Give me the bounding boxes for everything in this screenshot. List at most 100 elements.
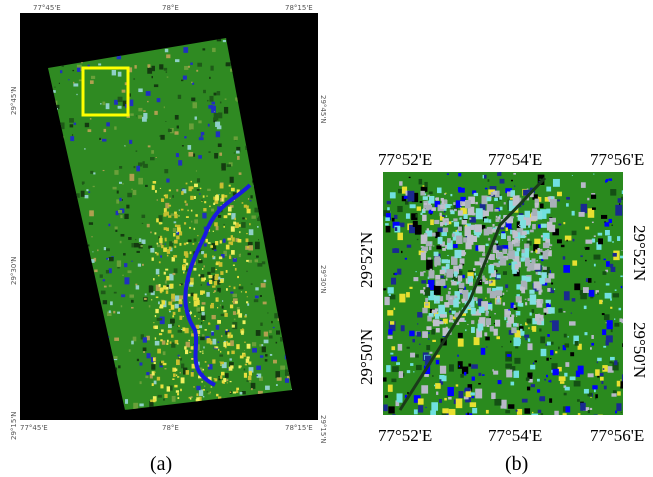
texture bbox=[488, 179, 490, 182]
texture bbox=[167, 255, 168, 257]
texture bbox=[220, 279, 223, 283]
texture bbox=[592, 207, 596, 209]
texture bbox=[401, 325, 405, 331]
texture bbox=[478, 245, 485, 251]
texture bbox=[495, 320, 500, 327]
texture bbox=[431, 402, 438, 411]
texture bbox=[529, 290, 534, 294]
texture bbox=[481, 348, 486, 355]
texture bbox=[538, 410, 542, 413]
texture bbox=[212, 286, 215, 288]
texture bbox=[231, 335, 233, 338]
texture bbox=[230, 177, 234, 183]
texture bbox=[142, 117, 147, 122]
texture bbox=[428, 270, 434, 278]
texture bbox=[480, 281, 482, 282]
texture bbox=[265, 386, 270, 390]
texture bbox=[216, 226, 219, 230]
texture bbox=[451, 221, 453, 222]
texture bbox=[70, 136, 74, 141]
texture bbox=[109, 268, 112, 273]
texture bbox=[535, 203, 539, 208]
texture bbox=[397, 206, 402, 212]
texture bbox=[219, 256, 222, 259]
texture bbox=[613, 253, 617, 257]
texture bbox=[571, 313, 572, 314]
texture bbox=[280, 366, 285, 370]
texture bbox=[239, 284, 240, 286]
left-label: 29°52'N bbox=[357, 232, 376, 288]
texture bbox=[530, 230, 534, 233]
texture bbox=[207, 272, 210, 275]
texture bbox=[200, 188, 202, 189]
texture bbox=[434, 252, 439, 256]
texture bbox=[229, 254, 230, 256]
texture bbox=[193, 268, 196, 271]
texture bbox=[194, 184, 198, 187]
texture bbox=[233, 294, 237, 297]
texture bbox=[392, 218, 395, 222]
texture bbox=[212, 48, 216, 52]
texture bbox=[167, 386, 170, 391]
texture bbox=[388, 329, 392, 334]
texture bbox=[415, 271, 416, 272]
texture bbox=[129, 174, 134, 181]
texture bbox=[448, 291, 451, 294]
texture bbox=[121, 294, 125, 297]
texture bbox=[444, 314, 447, 317]
texture bbox=[152, 257, 154, 260]
texture bbox=[246, 233, 248, 234]
texture bbox=[418, 405, 423, 412]
texture bbox=[152, 383, 154, 386]
texture bbox=[484, 175, 487, 179]
texture bbox=[276, 330, 280, 334]
texture bbox=[209, 206, 211, 207]
texture bbox=[218, 376, 220, 377]
texture bbox=[119, 182, 122, 184]
texture bbox=[479, 307, 485, 313]
texture bbox=[394, 273, 397, 275]
texture bbox=[211, 209, 214, 212]
texture bbox=[207, 189, 211, 191]
texture bbox=[222, 306, 224, 309]
texture bbox=[143, 351, 145, 353]
texture bbox=[183, 76, 187, 80]
texture bbox=[218, 342, 220, 343]
texture bbox=[184, 251, 188, 256]
texture bbox=[234, 152, 235, 153]
texture bbox=[536, 272, 538, 274]
texture bbox=[584, 332, 587, 335]
texture bbox=[157, 98, 161, 102]
texture bbox=[436, 197, 439, 200]
texture bbox=[247, 344, 251, 349]
texture bbox=[240, 392, 243, 395]
texture bbox=[526, 276, 531, 281]
texture bbox=[230, 292, 233, 294]
texture bbox=[182, 145, 184, 146]
texture bbox=[440, 320, 441, 321]
texture bbox=[490, 326, 494, 332]
texture bbox=[515, 264, 519, 269]
texture bbox=[550, 358, 551, 359]
texture bbox=[442, 259, 448, 263]
texture bbox=[520, 324, 521, 325]
texture bbox=[208, 124, 210, 127]
texture bbox=[198, 335, 199, 337]
texture bbox=[431, 329, 435, 335]
texture bbox=[170, 341, 172, 343]
texture bbox=[226, 329, 228, 331]
texture bbox=[131, 189, 133, 190]
texture bbox=[460, 207, 461, 208]
texture bbox=[490, 197, 491, 198]
top-label: 77°45'E bbox=[33, 4, 61, 12]
texture bbox=[285, 378, 289, 383]
texture bbox=[233, 265, 235, 266]
texture bbox=[618, 198, 622, 203]
texture bbox=[183, 271, 184, 272]
texture bbox=[484, 229, 489, 236]
texture bbox=[174, 212, 177, 214]
texture bbox=[173, 273, 176, 275]
texture bbox=[458, 361, 463, 369]
texture bbox=[463, 214, 467, 219]
texture bbox=[513, 371, 519, 378]
